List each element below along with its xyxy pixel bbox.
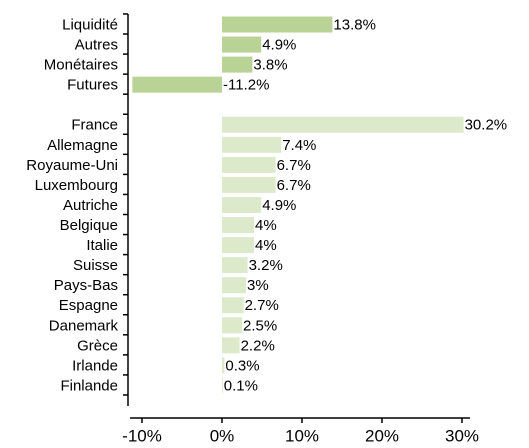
category-label: Allemagne bbox=[47, 137, 118, 154]
bar bbox=[132, 76, 222, 93]
category-label: Liquidité bbox=[62, 16, 118, 33]
category-label: Pays-Bas bbox=[54, 277, 118, 294]
value-label: 2.2% bbox=[241, 337, 275, 354]
value-label: 3% bbox=[247, 277, 269, 294]
bar bbox=[222, 337, 240, 354]
category-label: Finlande bbox=[60, 377, 118, 394]
bar bbox=[222, 217, 254, 234]
bar bbox=[222, 116, 464, 133]
bar bbox=[222, 56, 253, 73]
value-label: 3.8% bbox=[253, 57, 287, 74]
category-label: Luxembourg bbox=[35, 177, 118, 194]
category-label: Suisse bbox=[73, 257, 118, 274]
category-label: Monétaires bbox=[44, 57, 118, 74]
bar bbox=[222, 377, 223, 394]
value-label: 4.9% bbox=[262, 37, 296, 54]
bar bbox=[222, 136, 282, 153]
bar bbox=[222, 196, 262, 213]
value-label: 4% bbox=[255, 237, 277, 254]
bar bbox=[222, 357, 225, 374]
value-label: 13.8% bbox=[333, 16, 376, 33]
bar bbox=[222, 156, 276, 173]
category-label: Italie bbox=[86, 237, 118, 254]
bar bbox=[222, 36, 262, 53]
category-label: Autriche bbox=[63, 197, 118, 214]
category-label: Futures bbox=[67, 77, 118, 94]
bar bbox=[222, 257, 248, 274]
bar bbox=[222, 16, 333, 33]
bar bbox=[222, 277, 246, 294]
bar bbox=[222, 237, 254, 254]
value-label: 0.3% bbox=[225, 357, 259, 374]
category-label: Danemark bbox=[49, 317, 119, 334]
category-label: France bbox=[71, 117, 118, 134]
x-tick-label: 20% bbox=[365, 426, 399, 445]
category-label: Belgique bbox=[60, 217, 118, 234]
value-label: 3.2% bbox=[249, 257, 283, 274]
value-label: -11.2% bbox=[223, 77, 269, 94]
bar bbox=[222, 297, 244, 314]
value-label: 4.9% bbox=[262, 197, 296, 214]
category-label: Espagne bbox=[59, 297, 118, 314]
bar bbox=[222, 176, 276, 193]
value-label: 30.2% bbox=[465, 117, 508, 134]
value-label: 2.7% bbox=[245, 297, 279, 314]
bar bbox=[222, 317, 242, 334]
category-label: Grèce bbox=[77, 337, 118, 354]
category-label: Autres bbox=[75, 37, 118, 54]
value-label: 4% bbox=[255, 217, 277, 234]
value-label: 6.7% bbox=[277, 157, 311, 174]
category-label: Royaume-Uni bbox=[26, 157, 118, 174]
x-tick-label: 10% bbox=[285, 426, 319, 445]
value-label: 6.7% bbox=[277, 177, 311, 194]
value-label: 7.4% bbox=[282, 137, 316, 154]
x-tick-label: 0% bbox=[210, 426, 235, 445]
x-tick-label: 30% bbox=[445, 426, 479, 445]
value-label: 2.5% bbox=[243, 317, 277, 334]
category-label: Irlande bbox=[72, 357, 118, 374]
value-label: 0.1% bbox=[224, 377, 258, 394]
x-tick-label: -10% bbox=[122, 426, 162, 445]
